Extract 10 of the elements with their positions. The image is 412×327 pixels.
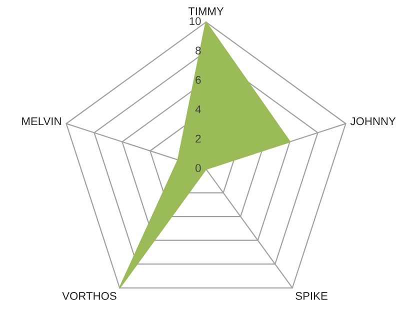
spoke-label: TIMMY (188, 7, 224, 16)
spoke-label: VORTHOS (62, 292, 116, 300)
y-tick-label: 2 (196, 134, 201, 143)
y-tick-label: 6 (196, 76, 201, 84)
spoke-label: MELVIN (22, 117, 61, 126)
spoke-label: JOHNNY (350, 117, 396, 126)
y-tick-label: 4 (195, 105, 201, 114)
y-tick-label: 0 (196, 164, 201, 172)
spoke-label: SPIKE (296, 292, 328, 300)
y-tick-label: 10 (190, 17, 201, 26)
